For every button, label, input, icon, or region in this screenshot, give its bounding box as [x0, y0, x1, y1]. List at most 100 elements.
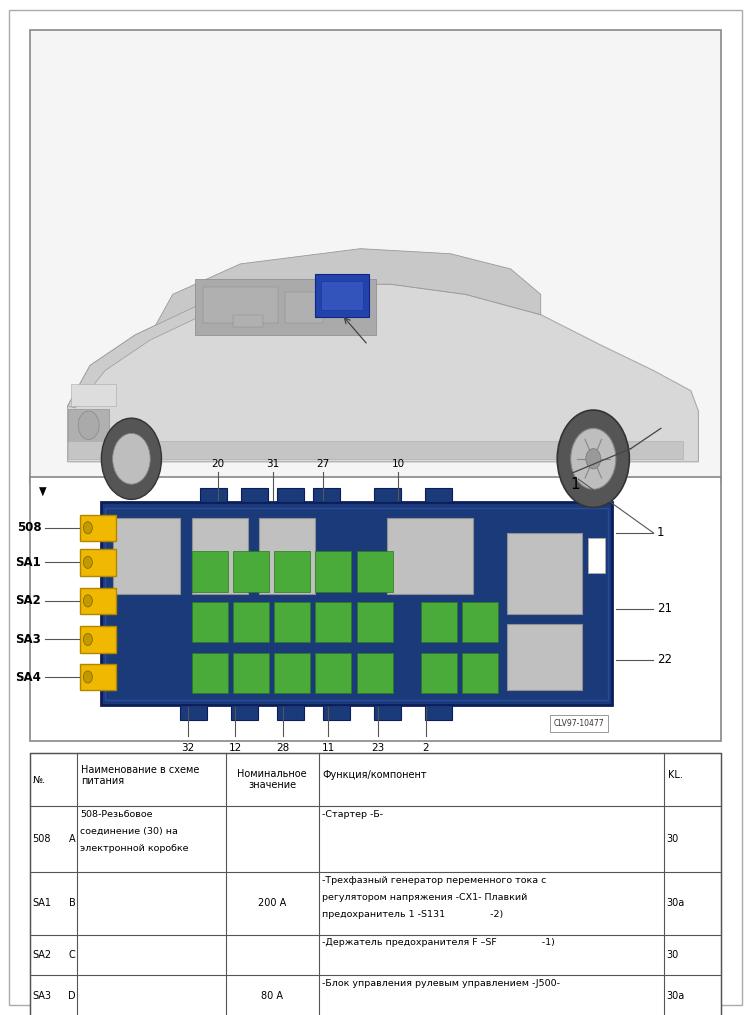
Text: 508-Резьбовое: 508-Резьбовое [80, 810, 152, 818]
Bar [192, 602, 228, 642]
Text: -Держатель предохранителя F –SF               -1): -Держатель предохранителя F –SF -1) [322, 939, 555, 947]
Text: D: D [68, 991, 76, 1001]
Polygon shape [150, 249, 541, 335]
Bar [68, 409, 109, 442]
Circle shape [78, 411, 99, 439]
Text: 11: 11 [321, 743, 335, 753]
Bar [507, 533, 582, 614]
Polygon shape [68, 284, 300, 408]
Bar [80, 626, 116, 653]
Bar [259, 518, 315, 594]
Text: 200 A: 200 A [258, 898, 286, 908]
Bar [231, 705, 258, 720]
Text: 30: 30 [667, 834, 679, 843]
Text: 30a: 30a [667, 898, 685, 908]
Text: регулятором напряжения -CX1- Плавкий: регулятором напряжения -CX1- Плавкий [322, 893, 527, 901]
Text: 30a: 30a [667, 991, 685, 1001]
Bar [374, 705, 401, 720]
Polygon shape [68, 284, 698, 462]
Bar [277, 488, 304, 502]
Bar [462, 602, 498, 642]
Text: 31: 31 [266, 459, 279, 469]
Text: -Блок управления рулевым управлением -J500-: -Блок управления рулевым управлением -J5… [322, 979, 559, 988]
Text: CLV97-10477: CLV97-10477 [554, 720, 605, 728]
Bar [315, 274, 369, 317]
Bar [30, 30, 721, 482]
Bar [321, 281, 363, 310]
Text: A: A [69, 834, 76, 843]
Text: 22: 22 [657, 654, 672, 666]
Circle shape [83, 633, 92, 646]
Bar [68, 441, 683, 459]
Circle shape [83, 671, 92, 683]
Text: -Стартер -Б-: -Стартер -Б- [322, 810, 383, 818]
Polygon shape [39, 487, 47, 496]
Bar [30, 753, 721, 1015]
Bar [387, 518, 473, 594]
Bar [195, 279, 376, 335]
Text: 23: 23 [371, 743, 385, 753]
Text: 21: 21 [657, 603, 672, 615]
Bar [357, 551, 393, 592]
Text: C: C [69, 950, 76, 960]
Text: SA2: SA2 [32, 950, 51, 960]
Bar [113, 518, 180, 594]
Bar [285, 292, 323, 323]
Text: SA1: SA1 [32, 898, 51, 908]
Text: 10: 10 [391, 459, 405, 469]
Bar [101, 502, 612, 705]
Text: 28: 28 [276, 743, 290, 753]
Bar [80, 515, 116, 541]
Text: 508: 508 [32, 834, 51, 843]
Text: 1: 1 [657, 527, 665, 539]
Text: 2: 2 [423, 743, 429, 753]
Bar [421, 602, 457, 642]
Bar [233, 653, 269, 693]
Bar [425, 705, 452, 720]
Bar [357, 602, 393, 642]
Circle shape [557, 410, 629, 508]
Bar [105, 508, 608, 700]
Bar [241, 488, 268, 502]
Bar [312, 488, 339, 502]
Text: №.: №. [33, 774, 46, 785]
Bar [507, 624, 582, 690]
Text: Наименование в схеме
питания: Наименование в схеме питания [81, 764, 199, 787]
Bar [425, 488, 452, 502]
Bar [277, 705, 304, 720]
Bar [274, 602, 310, 642]
Bar [203, 287, 278, 323]
Bar [374, 488, 401, 502]
Text: 508: 508 [17, 522, 41, 534]
Bar [274, 653, 310, 693]
Text: Функция/компонент: Функция/компонент [323, 770, 427, 781]
Text: 12: 12 [228, 743, 242, 753]
Circle shape [83, 556, 92, 568]
Text: SA3: SA3 [16, 633, 41, 646]
Text: соединение (30) на: соединение (30) на [80, 827, 178, 835]
Text: электронной коробке: электронной коробке [80, 844, 189, 853]
Text: 27: 27 [316, 459, 330, 469]
Text: SA3: SA3 [32, 991, 51, 1001]
Text: 30: 30 [667, 950, 679, 960]
Text: 1: 1 [571, 477, 581, 492]
Bar [80, 549, 116, 576]
Circle shape [83, 595, 92, 607]
Bar [233, 602, 269, 642]
Text: Номинальное
значение: Номинальное значение [237, 768, 307, 791]
Bar [80, 588, 116, 614]
Text: SA2: SA2 [16, 595, 41, 607]
Circle shape [571, 428, 616, 489]
Bar [192, 551, 228, 592]
Circle shape [113, 433, 150, 484]
Bar [588, 538, 605, 573]
Bar [201, 488, 228, 502]
Bar [315, 653, 351, 693]
Circle shape [101, 418, 161, 499]
Bar [192, 518, 248, 594]
Bar [462, 653, 498, 693]
Text: -Трехфазный генератор переменного тока с: -Трехфазный генератор переменного тока с [322, 876, 546, 884]
Bar [192, 653, 228, 693]
Bar [315, 602, 351, 642]
Text: SA1: SA1 [16, 556, 41, 568]
